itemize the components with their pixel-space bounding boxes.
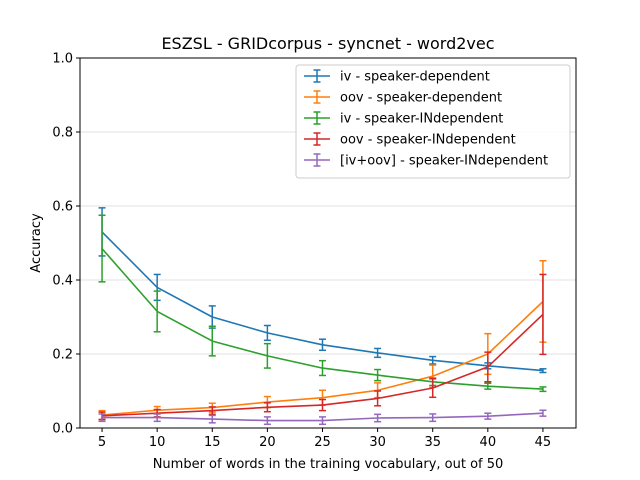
- x-tick-label-4: 25: [314, 435, 331, 450]
- y-axis: 0.0 0.2 0.4 0.6 0.8 1.0: [52, 52, 80, 437]
- series-line-2: [101, 248, 543, 390]
- legend-box: [295, 64, 571, 179]
- series-line-1: [101, 300, 544, 416]
- series-4: [98, 409, 547, 426]
- legend-label-3: oov - speaker-INdependent: [340, 133, 516, 148]
- legend-item-1: oov - speaker-dependent: [304, 90, 502, 106]
- y-tick-label-3: 0.6: [52, 200, 73, 215]
- x-tick-label-5: 30: [369, 435, 386, 450]
- x-tick-label-6: 35: [424, 435, 441, 450]
- series-layer: [98, 207, 547, 426]
- legend-item-4: [iv+oov] - speaker-INdependent: [304, 153, 548, 169]
- x-axis: 5 10 15 20 25 30 35 40 45: [98, 428, 551, 450]
- series-line-0: [101, 231, 543, 372]
- y-tick-label-1: 0.2: [52, 348, 73, 363]
- x-tick-label-0: 5: [98, 435, 106, 450]
- x-tick-label-2: 15: [204, 435, 221, 450]
- chart-title: ESZSL - GRIDcorpus - syncnet - word2vec: [161, 34, 494, 53]
- series-line-4: [102, 412, 543, 422]
- legend-label-2: iv - speaker-INdependent: [340, 112, 503, 127]
- legend-label-1: oov - speaker-dependent: [340, 91, 502, 106]
- legend-item-2: iv - speaker-INdependent: [304, 111, 503, 127]
- y-tick-label-0: 0.0: [52, 422, 73, 437]
- y-tick-label-2: 0.4: [52, 274, 73, 289]
- series-3: [98, 273, 547, 421]
- legend: iv - speaker-dependent oov - speaker-depe…: [295, 64, 571, 179]
- y-axis-label: Accuracy: [29, 213, 44, 273]
- series-line-3: [101, 313, 544, 417]
- legend-item-0: iv - speaker-dependent: [304, 69, 490, 85]
- x-tick-label-8: 45: [535, 435, 552, 450]
- x-tick-label-3: 20: [259, 435, 276, 450]
- legend-label-0: iv - speaker-dependent: [340, 70, 490, 85]
- y-tick-label-5: 1.0: [52, 52, 73, 67]
- legend-item-3: oov - speaker-INdependent: [304, 132, 516, 148]
- x-tick-label-1: 10: [149, 435, 166, 450]
- plot-frame: [79, 57, 577, 429]
- x-tick-label-7: 40: [480, 435, 497, 450]
- x-axis-label: Number of words in the training vocabula…: [153, 457, 504, 472]
- y-tick-label-4: 0.8: [52, 126, 73, 141]
- legend-label-4: [iv+oov] - speaker-INdependent: [340, 154, 548, 169]
